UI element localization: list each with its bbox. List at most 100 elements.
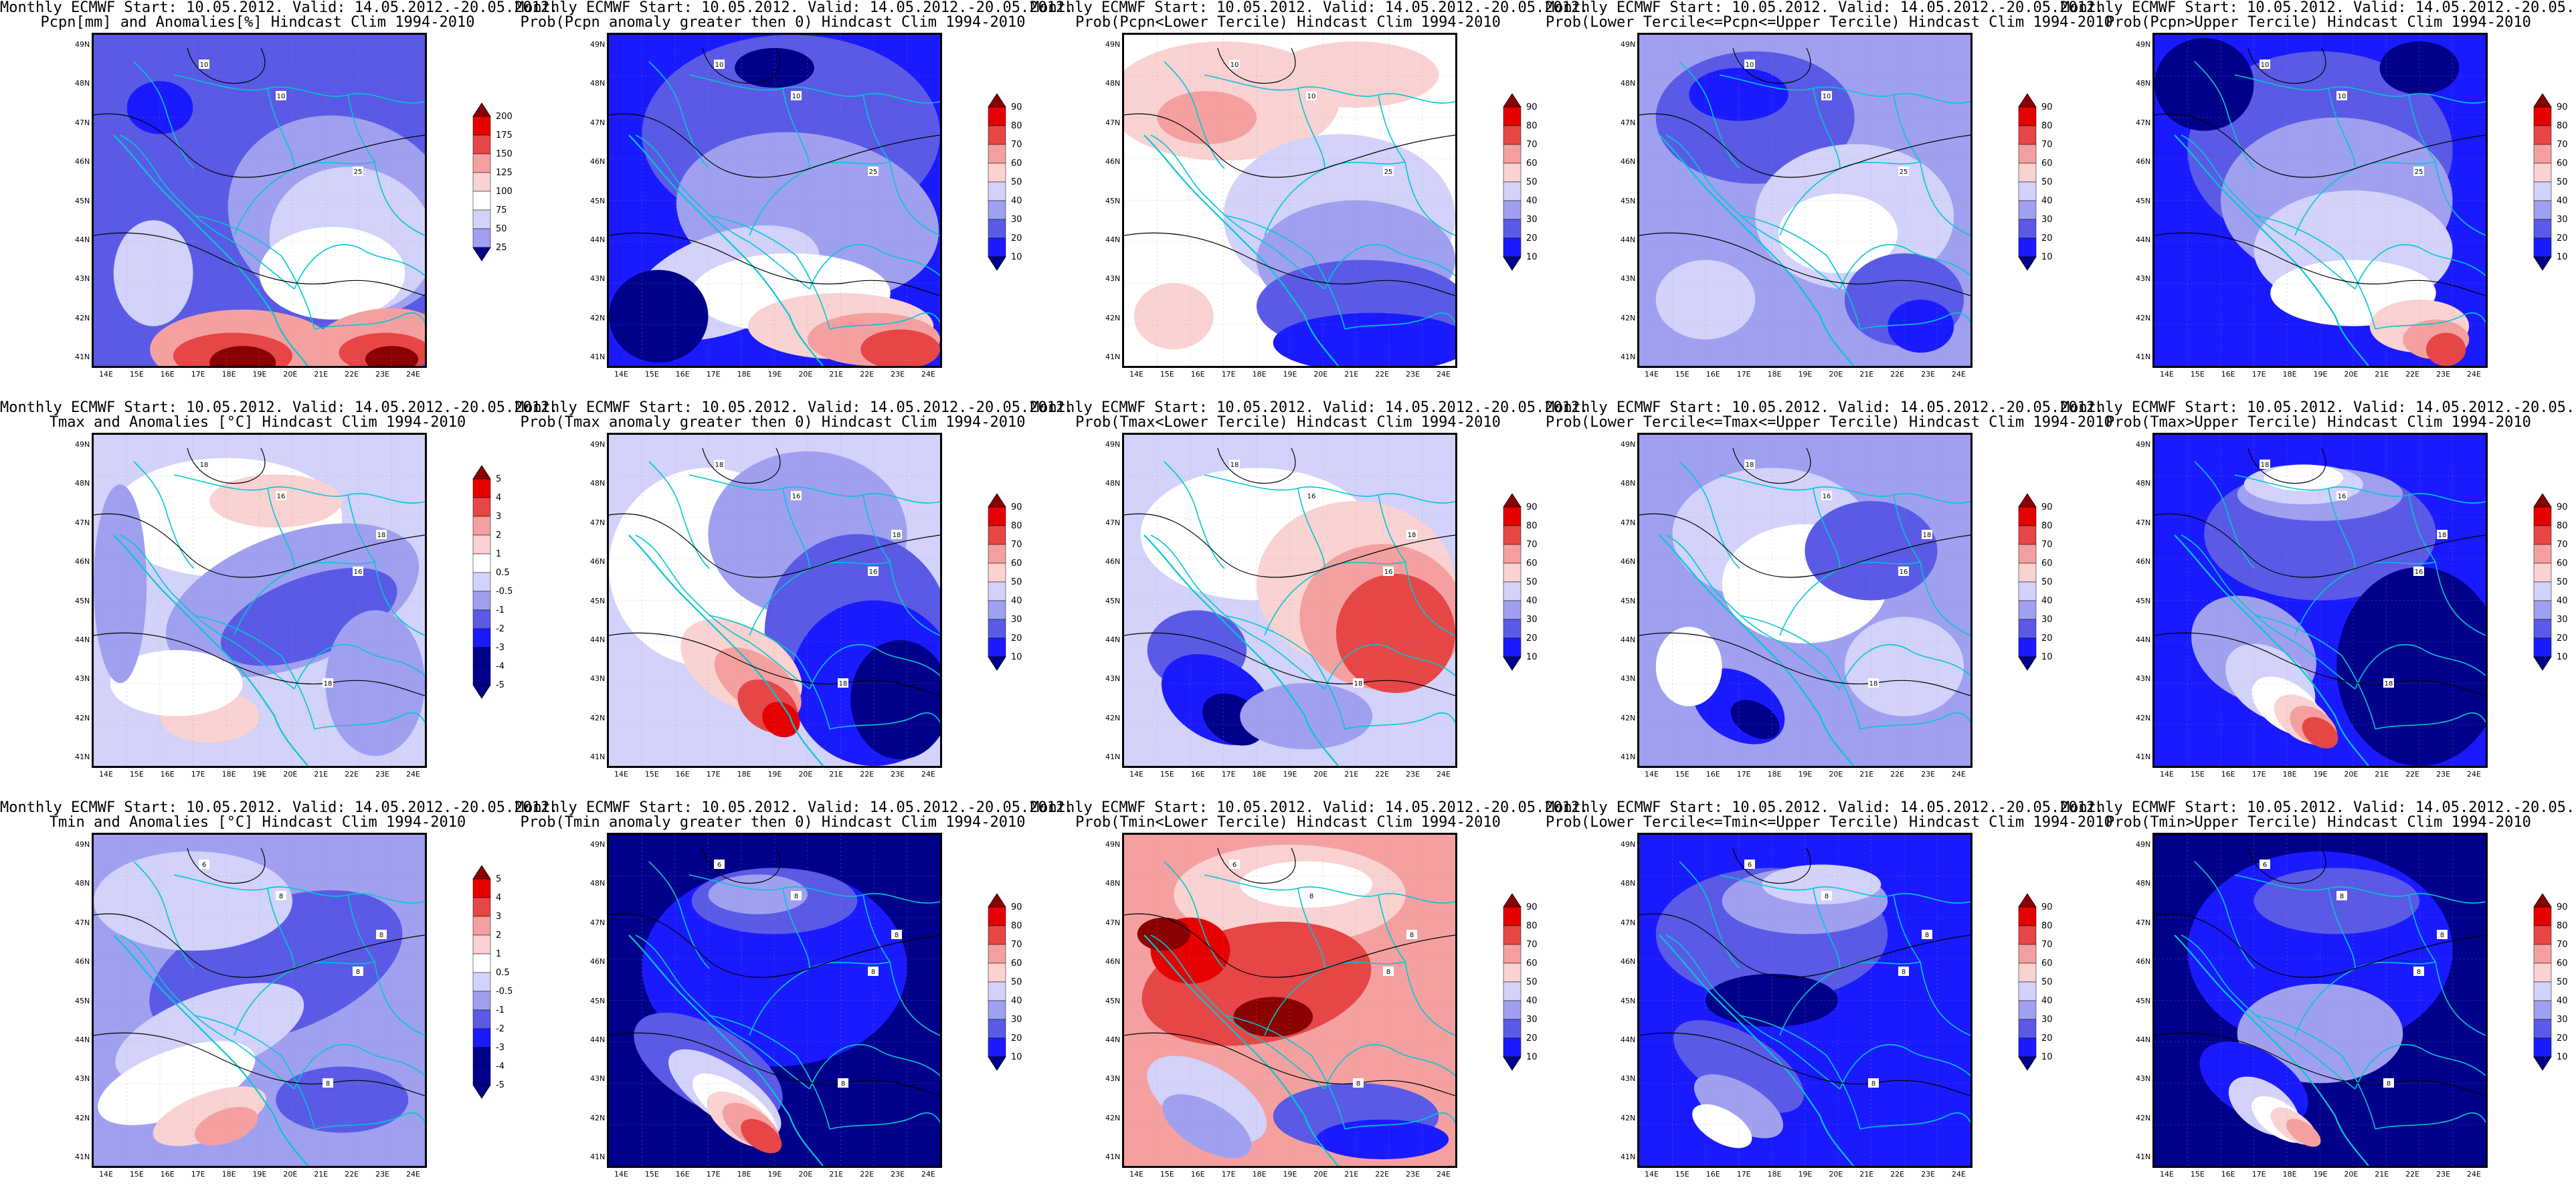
coastline	[2174, 534, 2369, 766]
country-border	[1297, 888, 1325, 969]
colorbar-label: 200	[496, 111, 513, 122]
country-border	[2328, 88, 2356, 169]
colorbar	[988, 92, 1006, 271]
map-panel: Monthly ECMWF Start: 10.05.2012. Valid: …	[1030, 400, 1588, 800]
lon-label: 23E	[1406, 370, 1420, 379]
field-region	[1133, 283, 1214, 350]
colorbar-segment	[1503, 200, 1522, 219]
colorbar-label: 3	[496, 911, 502, 922]
colorbar-label: -0.5	[496, 986, 513, 997]
contour-label-bg	[838, 1078, 848, 1088]
lon-label: 21E	[1344, 770, 1359, 779]
lat-label: 47N	[75, 518, 90, 527]
country-border	[1378, 94, 1455, 236]
country-border	[1839, 1043, 1970, 1090]
lat-label: 49N	[1105, 440, 1121, 449]
colorbar-segment	[472, 1009, 491, 1029]
country-border	[2254, 215, 2376, 330]
lon-label: 18E	[1252, 370, 1267, 379]
lat-label: 43N	[590, 274, 606, 284]
colorbar-segment	[2533, 219, 2552, 238]
country-border	[2181, 134, 2356, 290]
lon-label: 22E	[1890, 370, 1905, 379]
contour-label: 18	[1869, 680, 1878, 688]
colorbar-segment	[988, 1037, 1006, 1057]
contour-label-bg	[1898, 567, 1909, 576]
panel-title-line2: Prob(Tmax>Upper Tercile) Hindcast Clim 1…	[2106, 414, 2531, 431]
colorbar-segment	[472, 1066, 491, 1085]
lat-label: 44N	[2136, 235, 2151, 244]
colorbar	[2533, 492, 2552, 671]
map-area: 6 8 8 8 8	[1637, 833, 1972, 1168]
colorbar-segment	[2533, 892, 2552, 907]
colorbar-segment	[2533, 163, 2552, 182]
panel-title-line2: Prob(Tmin anomaly greater then 0) Hindca…	[520, 814, 1026, 831]
contour-label: 16	[354, 569, 363, 576]
colorbar-wrap	[472, 864, 492, 1138]
colorbar-segment	[988, 600, 1006, 619]
colorbar-segment	[2533, 200, 2552, 219]
colorbar-label: 80	[1011, 520, 1022, 531]
country-border	[2408, 494, 2486, 636]
contour-label: 8	[2440, 932, 2444, 939]
colorbar-label: 30	[2041, 214, 2053, 225]
field-region	[2253, 868, 2419, 934]
country-border	[1813, 888, 1841, 969]
colorbar-segment	[472, 972, 491, 991]
colorbar-segment	[472, 628, 491, 647]
country-border	[173, 74, 425, 104]
contour-label-bg	[2413, 167, 2424, 176]
colorbar-label: 80	[2041, 120, 2053, 131]
field-region	[276, 1066, 409, 1133]
lat-label: 49N	[590, 40, 606, 49]
country-border	[193, 215, 315, 330]
field-region	[2154, 37, 2254, 131]
contour-label: 18	[2438, 532, 2447, 539]
field-region	[1844, 617, 1964, 716]
colorbar-segment	[472, 953, 491, 973]
colorbar-label: 40	[2557, 595, 2568, 606]
contour-line	[702, 847, 781, 884]
contour-line	[702, 47, 781, 84]
colorbar-label: 175	[496, 130, 513, 140]
colorbar-segment	[1503, 906, 1522, 926]
lon-label: 18E	[2282, 770, 2297, 779]
contour-line	[94, 632, 425, 696]
country-border	[862, 894, 940, 1036]
contour-label-bg	[1353, 678, 1364, 688]
contour-label: 8	[871, 969, 875, 976]
lon-label: 20E	[2344, 370, 2359, 379]
colorbar-segment	[2018, 492, 2037, 507]
lon-label: 22E	[2405, 770, 2420, 779]
lat-label: 48N	[590, 79, 606, 88]
contour-label: 8	[895, 932, 899, 939]
lat-label: 47N	[1105, 518, 1121, 527]
lat-label: 42N	[2136, 713, 2151, 722]
country-border	[2355, 643, 2486, 690]
contour-label-bg	[2336, 91, 2347, 100]
country-border	[1324, 643, 1455, 690]
lon-label: 17E	[1736, 1170, 1751, 1179]
contour-line	[609, 632, 940, 696]
coastline	[628, 534, 824, 766]
colorbar-label: 150	[496, 148, 513, 159]
lon-label: 20E	[283, 370, 298, 379]
contour-line	[1124, 113, 1455, 178]
lon-label: 18E	[1767, 1170, 1782, 1179]
colorbar-label: 10	[2557, 252, 2568, 262]
lat-label: 49N	[590, 440, 606, 449]
colorbar-segment	[2533, 563, 2552, 582]
lon-label: 21E	[1859, 1170, 1874, 1179]
country-border	[2194, 461, 2256, 569]
colorbar-segment	[1503, 637, 1522, 657]
coastline	[113, 534, 308, 766]
country-border	[1813, 488, 1841, 569]
colorbar-label: 90	[1526, 902, 1538, 912]
country-border	[1739, 215, 1861, 330]
lon-label: 22E	[1375, 770, 1390, 779]
contour-label: 6	[1748, 862, 1752, 869]
lat-label: 48N	[1621, 479, 1636, 488]
country-border	[193, 615, 315, 730]
colorbar-segment	[472, 878, 491, 898]
colorbar-label: 60	[2041, 558, 2053, 569]
